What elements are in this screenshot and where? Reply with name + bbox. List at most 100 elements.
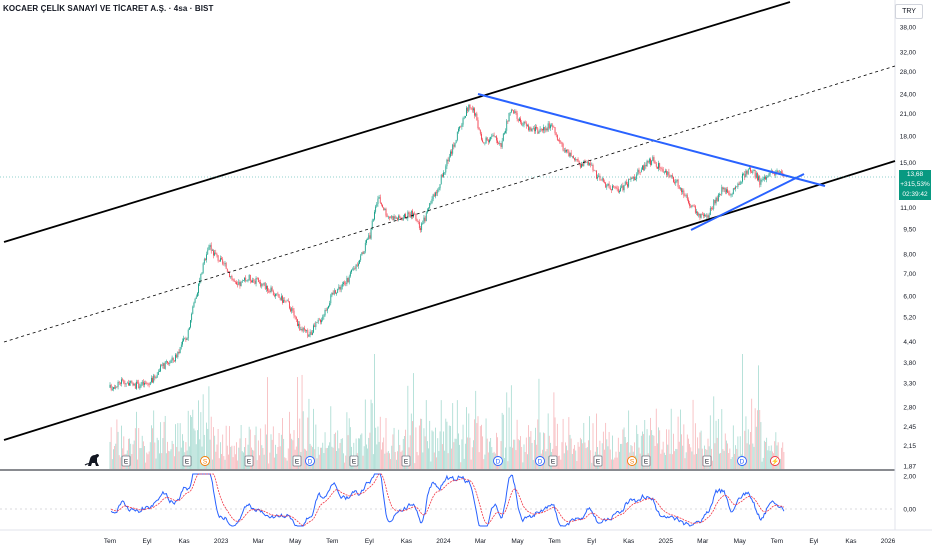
time-axis-tick-label: 2024: [436, 538, 451, 545]
event-markers[interactable]: E E S E E D E E D D E E S E E D ⚡: [121, 455, 780, 467]
volume-bar: [720, 452, 722, 469]
channel-lower-line[interactable]: [3, 160, 896, 441]
volume-bar: [617, 437, 619, 469]
event-marker-E[interactable]: E: [121, 455, 131, 467]
volume-bar: [455, 438, 457, 469]
marker-label: D: [496, 459, 501, 466]
volume-bar: [699, 432, 701, 469]
volume-bar: [477, 416, 479, 469]
triangle-lower-line[interactable]: [690, 173, 805, 231]
event-marker-E[interactable]: E: [292, 455, 302, 467]
marker-shape: [737, 456, 747, 466]
candle-body: [264, 283, 266, 289]
currency-button[interactable]: TRY: [895, 4, 923, 19]
event-marker-E[interactable]: E: [244, 455, 254, 467]
candle-body: [230, 276, 232, 278]
candle-body: [185, 338, 187, 341]
volume-bar: [183, 440, 184, 469]
candle-body: [628, 179, 630, 187]
volume-bar: [254, 435, 256, 469]
candle-body: [305, 329, 306, 331]
volume-bar: [367, 448, 368, 469]
price-axis[interactable]: 38,00 32,00 28,00 24,00 21,00 18,00 15,00 11,00…: [900, 25, 917, 471]
candle-body: [474, 108, 475, 116]
candle-body: [531, 128, 533, 131]
event-marker-E[interactable]: E: [548, 455, 558, 467]
event-marker-S[interactable]: S: [627, 456, 637, 466]
volume-bar: [364, 399, 366, 469]
candle-body: [280, 296, 282, 300]
marker-label: E: [705, 459, 710, 466]
volume-bar: [535, 427, 536, 469]
event-marker-E[interactable]: E: [702, 455, 712, 467]
volume-bar: [536, 444, 538, 469]
volume-bar: [293, 430, 295, 469]
event-marker-S[interactable]: S: [200, 456, 210, 466]
volume-bar: [643, 434, 644, 469]
triangle-upper-line[interactable]: [477, 93, 826, 187]
event-marker-D[interactable]: D: [305, 456, 315, 466]
volume-bar: [502, 414, 504, 469]
candle-body: [417, 221, 419, 223]
candle-body: [386, 215, 388, 217]
time-axis[interactable]: Tem Eyl Kas 2023 Mar May Tem Eyl Kas 2024 Mar May Te…: [104, 538, 896, 545]
candle-body: [747, 168, 749, 174]
candle-body: [178, 351, 180, 354]
event-marker-E[interactable]: E: [349, 455, 359, 467]
volume-bar: [533, 439, 535, 469]
candle-body: [669, 176, 671, 178]
candle-body: [478, 128, 480, 130]
candle-body: [530, 127, 532, 131]
candle-body: [697, 211, 699, 216]
candle-body: [712, 208, 713, 210]
candle-body: [536, 126, 538, 129]
candle-body: [675, 180, 677, 184]
event-marker-E[interactable]: E: [182, 455, 192, 467]
candle-body: [295, 316, 297, 320]
volume-bar: [644, 419, 646, 469]
candle-body: [485, 137, 487, 143]
volume-bar: [214, 435, 216, 469]
candle-body: [716, 197, 718, 202]
channel-upper-line[interactable]: [3, 1, 791, 243]
candle-body: [169, 362, 171, 365]
volume-bar: [509, 446, 511, 469]
event-marker-D[interactable]: D: [493, 456, 503, 466]
event-marker-E[interactable]: E: [401, 455, 411, 467]
candle-body: [198, 283, 199, 293]
event-marker-D[interactable]: D: [535, 456, 545, 466]
event-marker-⚡[interactable]: ⚡: [770, 456, 780, 466]
volume-bar: [390, 459, 391, 469]
event-marker-D[interactable]: D: [737, 456, 747, 466]
candle-body: [486, 137, 488, 141]
volume-bar: [489, 441, 490, 469]
event-marker-E[interactable]: E: [593, 455, 603, 467]
candle-body: [194, 298, 196, 303]
candle-body: [599, 175, 601, 180]
volume-bar: [492, 452, 494, 469]
volume-bar: [291, 438, 293, 469]
candle-body: [159, 371, 160, 373]
price-axis-tick-label: 18,00: [900, 133, 917, 140]
candle-body: [139, 386, 141, 389]
candle-body: [600, 179, 602, 181]
event-marker-E[interactable]: E: [641, 455, 651, 467]
volume-bar: [363, 446, 365, 469]
candle-body: [314, 325, 316, 327]
volume-bar: [730, 458, 732, 469]
candle-body: [367, 239, 368, 240]
volume-bar: [567, 450, 569, 469]
candle-body: [761, 179, 763, 181]
candle-body: [671, 175, 673, 177]
volume-bar: [478, 452, 480, 469]
candle-body: [544, 127, 546, 131]
volume-bar: [322, 442, 324, 469]
candle-body: [387, 216, 389, 218]
marker-label: E: [352, 459, 357, 466]
volume-bar: [415, 427, 417, 469]
volume-bar: [709, 415, 711, 469]
candle-body: [622, 185, 624, 191]
volume-bar: [544, 433, 546, 469]
